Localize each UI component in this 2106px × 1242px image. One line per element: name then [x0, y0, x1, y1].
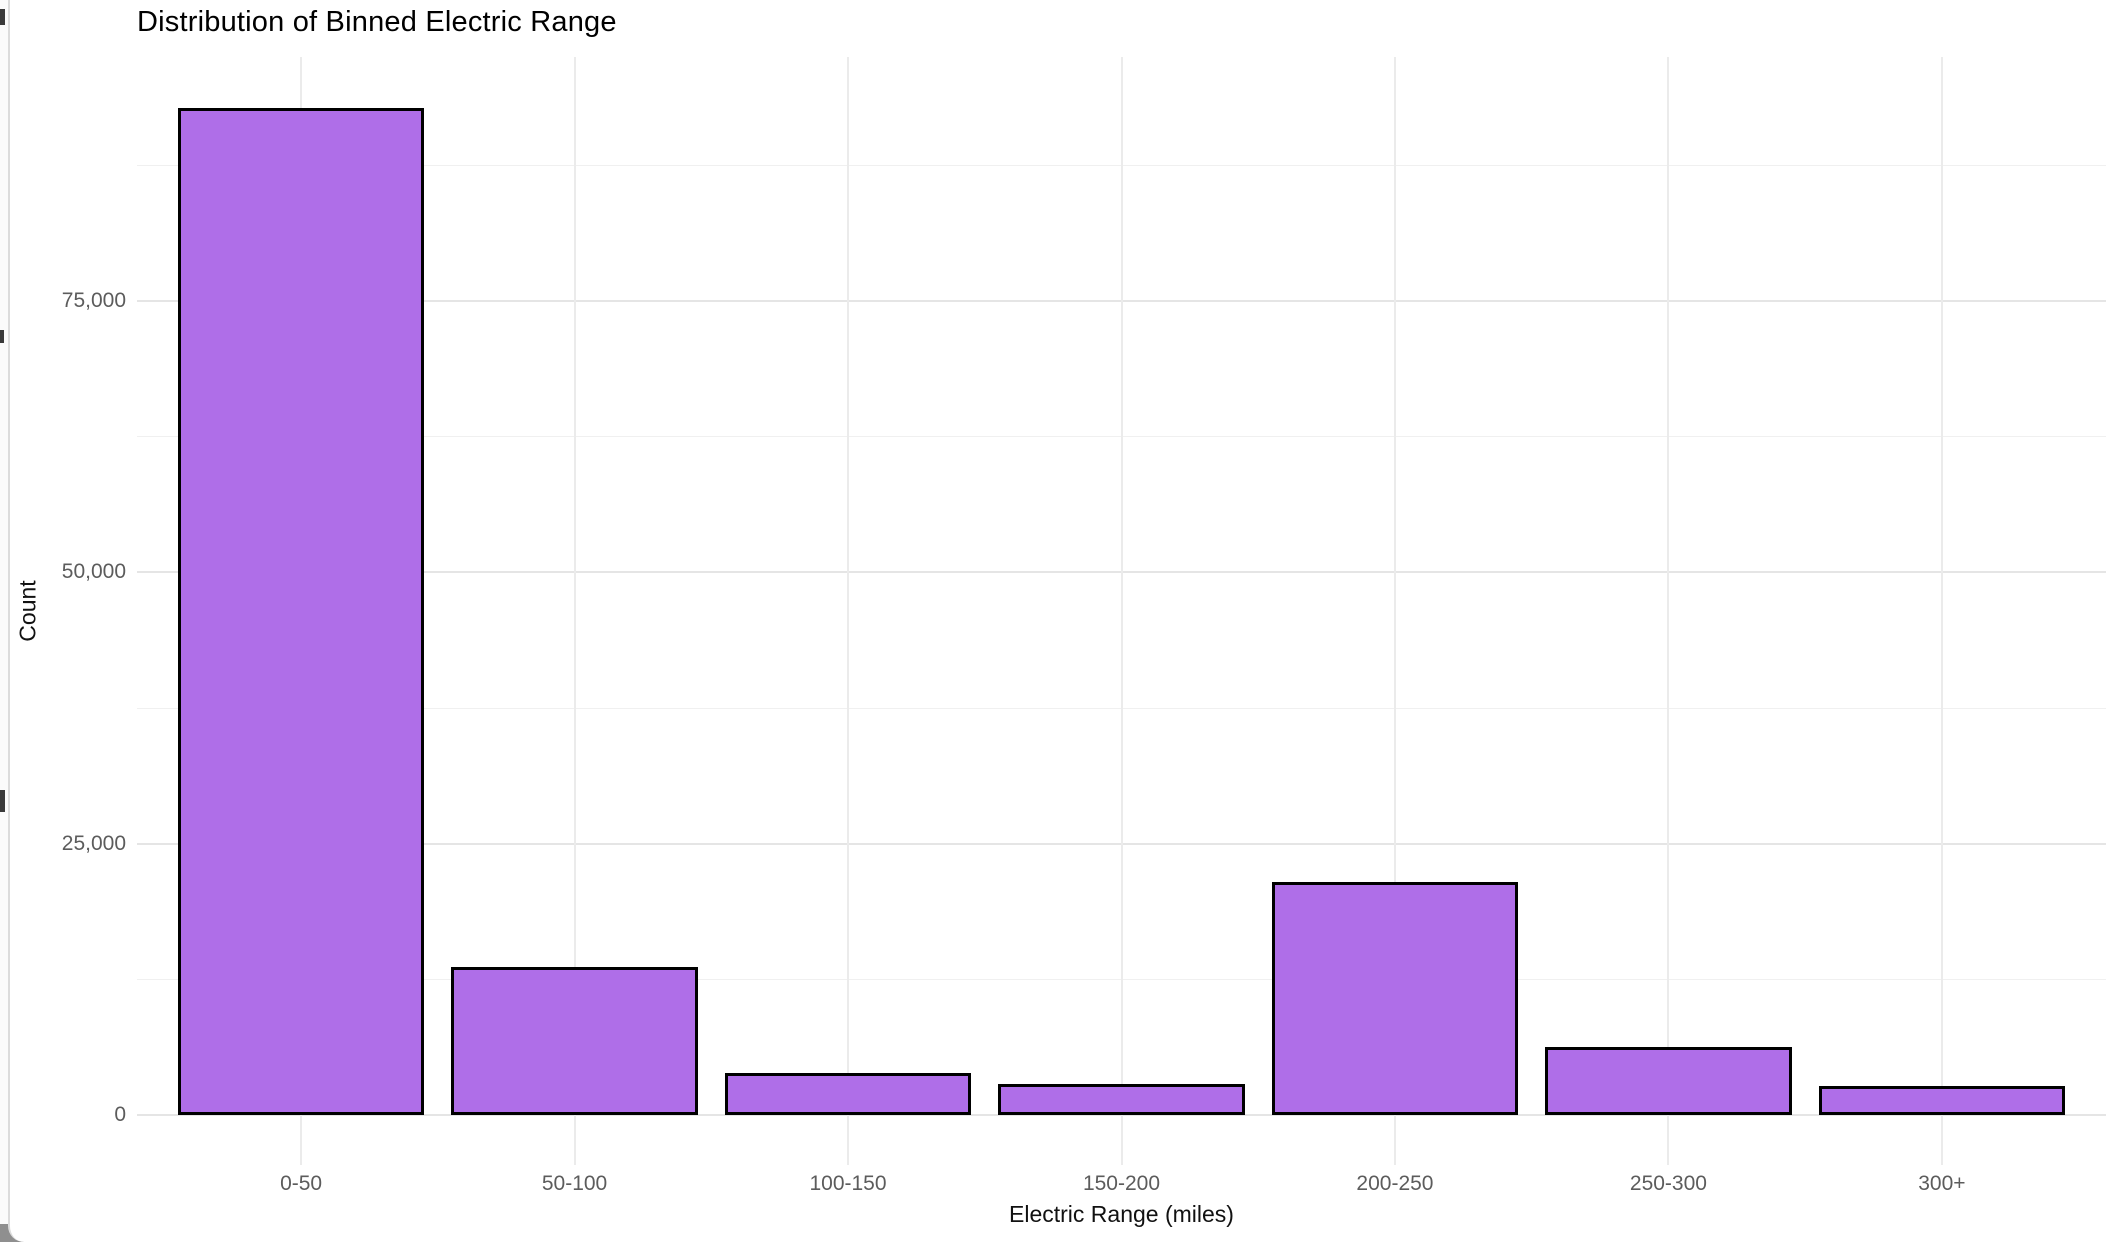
gridline-vertical	[847, 57, 850, 1165]
gridline-vertical	[1667, 57, 1670, 1165]
bar-150-200	[998, 1083, 1245, 1116]
y-axis-title: Count	[14, 580, 41, 642]
clipped-left-edge-strip	[0, 0, 8, 1224]
plot-area	[137, 57, 2106, 1165]
y-tick-label: 50,000	[61, 560, 126, 584]
x-tick-label: 200-250	[1356, 1172, 1434, 1195]
bar-250-300	[1545, 1046, 1792, 1116]
x-tick-label: 50-100	[541, 1172, 608, 1195]
gridline-vertical	[1940, 57, 1943, 1165]
y-tick-label: 25,000	[61, 831, 126, 855]
chart-title: Distribution of Binned Electric Range	[137, 6, 617, 38]
y-tick-label: 75,000	[61, 289, 126, 313]
clipped-edge-artifact	[0, 790, 5, 812]
x-tick-label: 250-300	[1629, 1172, 1707, 1195]
bar-200-250	[1271, 881, 1519, 1116]
clipped-edge-artifact	[0, 9, 5, 25]
x-axis-title: Electric Range (miles)	[1009, 1201, 1234, 1227]
gridline-vertical	[1120, 57, 1123, 1165]
gridline-vertical	[573, 57, 576, 1165]
x-tick-label: 100-150	[809, 1172, 887, 1195]
clipped-edge-artifact	[0, 330, 4, 343]
x-tick-label: 150-200	[1082, 1172, 1161, 1195]
bar-100-150	[724, 1072, 972, 1116]
bar-300+	[1818, 1085, 2065, 1116]
gridline-vertical	[1393, 57, 1396, 1165]
x-tick-label: 0-50	[280, 1172, 323, 1195]
bar-0-50	[178, 108, 425, 1116]
x-tick-label: 300+	[1918, 1172, 1966, 1195]
y-tick-label: 0	[114, 1103, 126, 1127]
bar-50-100	[451, 967, 698, 1116]
